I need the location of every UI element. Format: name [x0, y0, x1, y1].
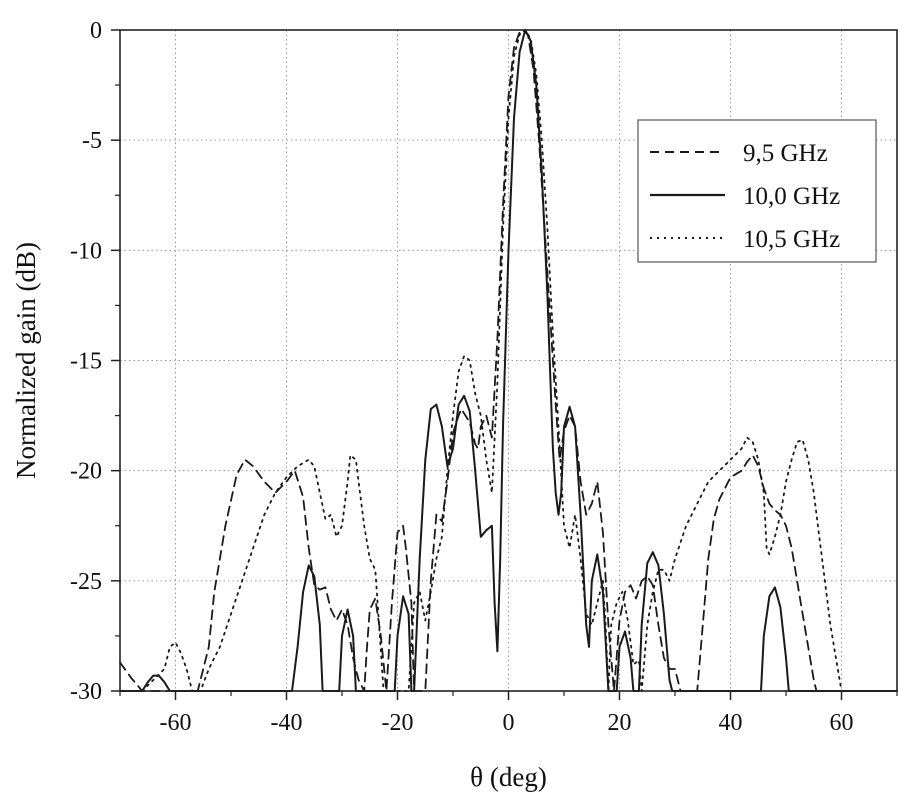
x-tick-label: 0: [503, 710, 515, 736]
y-tick-label: -30: [70, 679, 102, 705]
y-tick-label: -20: [70, 459, 102, 485]
x-tick-label: -40: [271, 710, 303, 736]
y-tick-label: -25: [70, 569, 102, 595]
series-line-0: [119, 29, 818, 692]
x-tick-label: 20: [608, 710, 632, 736]
y-tick-label: -5: [82, 128, 102, 154]
x-tick-label: 40: [719, 710, 743, 736]
series-line-1: [119, 29, 898, 692]
y-tick-label: 0: [90, 18, 102, 44]
axis-ticks: -60 -40 -20 0 20 40 60 0 -5 -10 -15 -20 -25 -30: [70, 18, 898, 736]
y-tick-label: -10: [70, 238, 102, 264]
x-axis-label: θ (deg): [470, 762, 547, 792]
legend-label: 10,0 GHz: [743, 183, 840, 210]
x-tick-label: 60: [830, 710, 854, 736]
legend-label: 10,5 GHz: [743, 226, 840, 253]
y-axis-label: Normalized gain (dB): [11, 242, 41, 479]
y-tick-label: -15: [70, 349, 102, 375]
x-tick-label: -20: [382, 710, 414, 736]
x-tick-label: -60: [160, 710, 192, 736]
legend: 9,5 GHz 10,0 GHz 10,5 GHz: [637, 119, 877, 263]
legend-label: 9,5 GHz: [743, 140, 828, 167]
legend-box: [637, 119, 877, 263]
